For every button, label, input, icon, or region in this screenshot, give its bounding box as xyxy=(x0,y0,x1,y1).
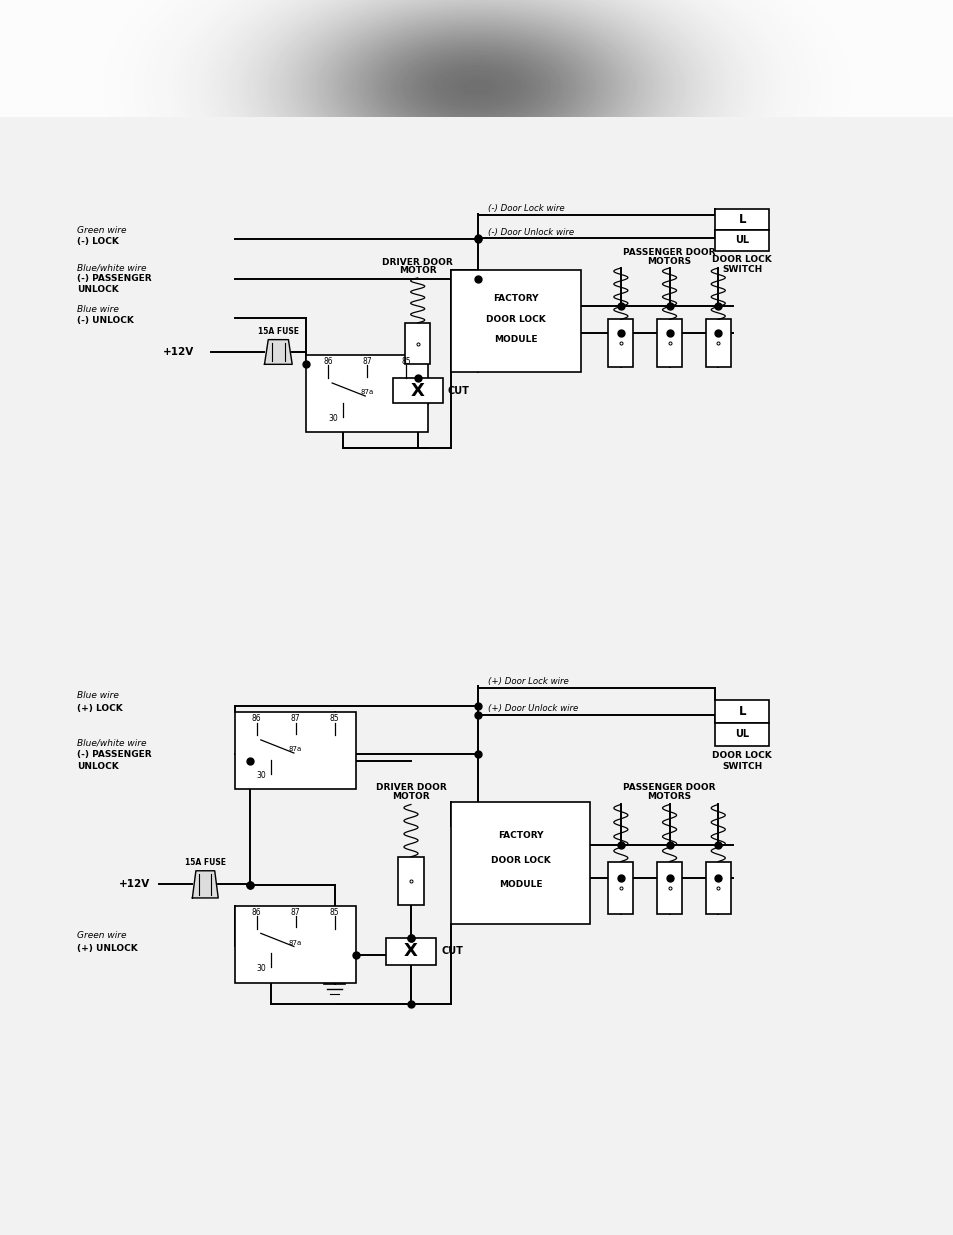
Text: (+) Door Lock wire: (+) Door Lock wire xyxy=(488,677,568,685)
Text: PASSENGER DOOR: PASSENGER DOOR xyxy=(622,248,715,257)
Text: 87: 87 xyxy=(291,714,300,724)
Text: 85: 85 xyxy=(400,357,410,366)
Text: (+) Door Unlock wire: (+) Door Unlock wire xyxy=(488,704,578,713)
Text: FACTORY: FACTORY xyxy=(493,294,538,304)
Bar xyxy=(451,270,580,372)
Text: MODULE: MODULE xyxy=(494,335,537,343)
Bar xyxy=(234,713,356,789)
Text: 87: 87 xyxy=(362,357,372,366)
Text: Blue wire: Blue wire xyxy=(77,692,118,700)
Bar xyxy=(657,320,681,367)
Bar xyxy=(714,700,769,722)
Bar xyxy=(714,209,769,230)
Text: 86: 86 xyxy=(252,908,261,916)
Text: (+) UNLOCK: (+) UNLOCK xyxy=(77,944,137,953)
Text: PASSENGER DOOR: PASSENGER DOOR xyxy=(622,783,715,792)
Text: (-) Door Unlock wire: (-) Door Unlock wire xyxy=(488,228,574,237)
Text: Green wire: Green wire xyxy=(77,931,126,941)
Text: UNLOCK: UNLOCK xyxy=(77,285,118,294)
Text: L: L xyxy=(738,705,745,718)
Text: MOTOR: MOTOR xyxy=(392,793,430,802)
Text: 30: 30 xyxy=(328,414,337,422)
Text: MOTORS: MOTORS xyxy=(647,793,691,802)
Text: +12V: +12V xyxy=(163,347,194,357)
Bar xyxy=(705,862,730,914)
Text: 87: 87 xyxy=(291,908,300,916)
Bar xyxy=(608,320,633,367)
Text: (-) PASSENGER: (-) PASSENGER xyxy=(77,750,152,760)
Bar xyxy=(405,322,430,364)
Text: DRIVER DOOR: DRIVER DOOR xyxy=(382,258,453,267)
Text: (-) LOCK: (-) LOCK xyxy=(77,237,118,246)
Text: DOOR LOCK: DOOR LOCK xyxy=(486,315,546,324)
Text: 85: 85 xyxy=(330,908,339,916)
Text: DOOR LOCK: DOOR LOCK xyxy=(712,751,771,760)
Text: MOTORS: MOTORS xyxy=(647,257,691,266)
Text: (-) Door Lock wire: (-) Door Lock wire xyxy=(488,204,564,214)
Text: DOOR LOCK: DOOR LOCK xyxy=(712,256,771,264)
Bar xyxy=(714,722,769,746)
Bar xyxy=(657,862,681,914)
Text: (+) LOCK: (+) LOCK xyxy=(77,704,123,713)
Text: CUT: CUT xyxy=(440,946,462,956)
Text: 86: 86 xyxy=(323,357,333,366)
Text: 30: 30 xyxy=(256,965,266,973)
Text: X: X xyxy=(411,382,424,399)
Text: L: L xyxy=(738,214,745,226)
Text: 87a: 87a xyxy=(289,940,302,946)
Text: UL: UL xyxy=(735,730,748,740)
Text: SWITCH: SWITCH xyxy=(721,762,761,771)
Text: 15A FUSE: 15A FUSE xyxy=(257,327,298,336)
Text: DOOR LOCK: DOOR LOCK xyxy=(490,856,550,864)
Text: 85: 85 xyxy=(330,714,339,724)
Text: FACTORY: FACTORY xyxy=(497,831,542,841)
Text: (-) UNLOCK: (-) UNLOCK xyxy=(77,316,133,325)
Text: X: X xyxy=(404,942,417,960)
Polygon shape xyxy=(264,340,292,364)
Bar xyxy=(234,905,356,983)
Bar xyxy=(608,862,633,914)
Text: (-) PASSENGER: (-) PASSENGER xyxy=(77,274,152,283)
Text: 87a: 87a xyxy=(289,746,302,752)
Text: 15A FUSE: 15A FUSE xyxy=(185,858,226,867)
Text: UNLOCK: UNLOCK xyxy=(77,762,118,771)
Text: Blue/white wire: Blue/white wire xyxy=(77,263,146,273)
Text: +12V: +12V xyxy=(119,879,150,889)
Bar xyxy=(451,802,589,924)
Text: 86: 86 xyxy=(252,714,261,724)
Text: MODULE: MODULE xyxy=(498,881,541,889)
Bar xyxy=(705,320,730,367)
Text: MOTOR: MOTOR xyxy=(398,267,436,275)
Bar xyxy=(714,230,769,251)
Text: UL: UL xyxy=(735,236,748,246)
Bar xyxy=(385,937,436,965)
Text: Green wire: Green wire xyxy=(77,226,126,235)
Text: Blue wire: Blue wire xyxy=(77,305,118,314)
Text: 87a: 87a xyxy=(360,389,374,395)
Text: SWITCH: SWITCH xyxy=(721,266,761,274)
Bar xyxy=(306,356,427,432)
Text: DRIVER DOOR: DRIVER DOOR xyxy=(375,783,446,792)
Text: Blue/white wire: Blue/white wire xyxy=(77,739,146,747)
Polygon shape xyxy=(193,871,218,898)
Bar xyxy=(398,857,423,905)
Bar xyxy=(392,378,442,403)
Text: CUT: CUT xyxy=(448,385,469,395)
Text: 30: 30 xyxy=(256,771,266,779)
